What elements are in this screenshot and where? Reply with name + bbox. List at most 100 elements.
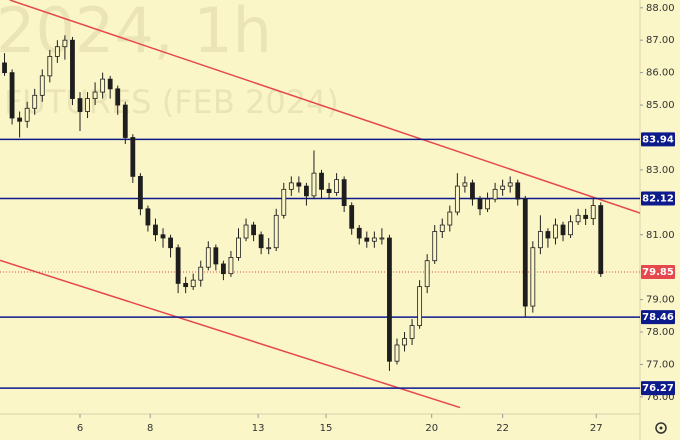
- level-label-box: [641, 381, 675, 396]
- candle-body: [32, 94, 38, 109]
- candle-body: [439, 224, 445, 232]
- candle-body: [432, 231, 438, 262]
- x-tick-label: 27: [590, 423, 603, 434]
- level-label-box: [641, 132, 675, 147]
- y-tick-label: 77.00: [646, 359, 675, 370]
- level-label: 83.94: [642, 134, 674, 145]
- trend-line: [9, 0, 641, 214]
- candle-body: [424, 260, 430, 288]
- candle-body: [560, 224, 566, 236]
- candle-body: [17, 117, 23, 122]
- y-tick-label: 83.00: [646, 165, 675, 176]
- candle-body: [575, 214, 581, 223]
- x-tick-label: 22: [496, 423, 509, 434]
- candle-body: [492, 188, 498, 200]
- candle-body: [364, 237, 370, 242]
- x-tick-label: 15: [320, 423, 333, 434]
- candle-body: [107, 78, 113, 90]
- candle-body: [470, 182, 475, 200]
- x-tick-label: 20: [425, 423, 438, 434]
- candle-body: [220, 263, 226, 275]
- y-tick-label: 78.00: [646, 327, 675, 338]
- y-tick-label: 86.00: [646, 68, 675, 79]
- candle-body: [537, 231, 543, 249]
- watermark: 2024, 1h: [0, 0, 272, 67]
- candle-body: [402, 338, 407, 346]
- candle-body: [251, 224, 256, 236]
- candle-body: [190, 279, 196, 288]
- candle-body: [175, 247, 181, 284]
- candle-body: [47, 56, 53, 77]
- candle-body: [454, 185, 460, 213]
- y-tick-label: 85.00: [646, 100, 675, 111]
- candle-body: [39, 75, 45, 96]
- candle-body: [168, 237, 173, 249]
- candle-body: [153, 224, 158, 236]
- x-tick-label: 13: [252, 423, 265, 434]
- candle-body: [590, 205, 596, 219]
- candle-body: [70, 39, 75, 99]
- level-label: 82.12: [642, 193, 674, 204]
- candle-body: [137, 175, 143, 210]
- candle-body: [394, 344, 400, 362]
- candle-body: [77, 98, 83, 112]
- candle-body: [54, 46, 60, 57]
- candle-body: [553, 224, 558, 239]
- candle-body: [583, 214, 589, 219]
- candle-body: [530, 247, 536, 307]
- candle-body: [349, 205, 355, 229]
- trend-line: [0, 259, 461, 409]
- last-price-box: [641, 265, 675, 280]
- settings-icon[interactable]: [655, 422, 667, 434]
- watermark: FUTURES (FEB 2024): [4, 83, 339, 121]
- candle-body: [288, 182, 294, 190]
- gear[interactable]: [655, 422, 667, 434]
- candle-body: [2, 62, 7, 74]
- y-tick-label: 81.00: [646, 230, 675, 241]
- level-label-box: [641, 191, 675, 206]
- candle-body: [213, 247, 219, 265]
- level-label-box: [641, 310, 675, 325]
- candle-body: [85, 98, 90, 112]
- candle-body: [62, 39, 68, 48]
- y-tick-label: 76.00: [646, 392, 675, 403]
- candle-body: [326, 188, 332, 194]
- y-tick-label: 79.00: [646, 295, 675, 306]
- candle-body: [500, 185, 506, 190]
- gear-center[interactable]: [659, 426, 663, 430]
- candle-body: [205, 247, 211, 268]
- candle-body: [462, 182, 468, 187]
- candle-body: [198, 266, 204, 281]
- last-price-label: 79.85: [642, 267, 674, 278]
- candle-body: [379, 237, 385, 240]
- candle-body: [236, 237, 241, 258]
- candle-body: [258, 234, 264, 249]
- candle-body: [266, 247, 272, 250]
- candle-body: [319, 172, 324, 190]
- candle-body: [598, 205, 604, 275]
- candle-body: [228, 257, 234, 275]
- candle-body: [243, 224, 249, 239]
- candle-body: [273, 214, 279, 249]
- level-label: 76.27: [642, 383, 674, 394]
- candle-body: [334, 179, 340, 194]
- x-tick-label: 8: [147, 423, 153, 434]
- candle-body: [160, 234, 166, 239]
- candle-body: [409, 325, 415, 339]
- candle-body: [9, 72, 15, 119]
- candle-body: [281, 188, 287, 216]
- level-label: 78.46: [642, 312, 674, 323]
- candle-body: [417, 286, 423, 326]
- candle-body: [296, 182, 302, 187]
- y-tick-label: 88.00: [646, 3, 675, 14]
- y-tick-label: 87.00: [646, 35, 675, 46]
- candle-body: [145, 208, 151, 226]
- candle-body: [24, 107, 30, 122]
- candle-body: [130, 137, 136, 177]
- candle-body: [545, 231, 551, 239]
- candle-body: [371, 237, 377, 242]
- candle-body: [447, 211, 453, 226]
- candle-body: [341, 179, 347, 206]
